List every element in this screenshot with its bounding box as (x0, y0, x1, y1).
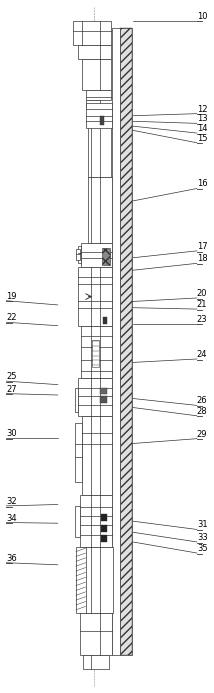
Bar (86, 103, 112, 128)
Text: 12: 12 (197, 105, 207, 114)
Bar (102, 248, 110, 265)
Bar (75, 388, 78, 412)
Bar (120, 28, 132, 655)
Text: 29: 29 (197, 430, 207, 439)
Bar (92, 340, 99, 367)
Bar (81, 243, 112, 267)
Bar (100, 388, 107, 394)
Text: 31: 31 (197, 520, 208, 529)
Text: 26: 26 (197, 396, 208, 405)
Bar (83, 655, 109, 669)
Text: 32: 32 (6, 497, 17, 506)
Bar (120, 28, 132, 655)
Bar (86, 100, 100, 107)
Bar (78, 267, 112, 326)
Text: 19: 19 (6, 292, 17, 301)
Bar (76, 547, 113, 613)
Text: 33: 33 (197, 533, 208, 542)
Text: 16: 16 (197, 179, 208, 188)
Text: 20: 20 (197, 289, 207, 298)
Text: 30: 30 (6, 429, 17, 438)
Bar (103, 317, 107, 324)
Text: 21: 21 (197, 300, 207, 309)
Bar (78, 246, 81, 263)
Text: 23: 23 (197, 315, 208, 324)
Bar (88, 177, 112, 243)
Text: 35: 35 (197, 544, 208, 553)
Bar (78, 45, 111, 59)
Bar (82, 59, 111, 90)
Bar (76, 249, 80, 260)
Text: 10: 10 (197, 12, 207, 21)
Text: 18: 18 (197, 254, 208, 263)
Bar (101, 535, 107, 542)
Bar (100, 396, 107, 403)
Bar (101, 514, 107, 521)
Text: 14: 14 (197, 124, 207, 133)
Bar (80, 495, 112, 547)
Bar (101, 525, 107, 532)
Bar (86, 90, 111, 100)
Bar (75, 506, 80, 537)
Bar (80, 613, 112, 655)
Bar (78, 378, 112, 416)
Text: 15: 15 (197, 134, 207, 143)
Text: 22: 22 (6, 313, 17, 322)
Text: 17: 17 (197, 242, 208, 251)
Bar (82, 416, 112, 495)
Bar (88, 107, 111, 177)
Bar (100, 116, 104, 125)
Text: 28: 28 (197, 407, 208, 416)
Text: 24: 24 (197, 350, 207, 359)
Text: 13: 13 (197, 114, 208, 123)
Bar (75, 423, 82, 482)
Bar (81, 326, 112, 378)
Bar (73, 21, 111, 45)
Bar (112, 28, 120, 655)
Text: 36: 36 (6, 554, 17, 563)
Text: 34: 34 (6, 514, 17, 523)
Text: 25: 25 (6, 372, 17, 381)
Text: 27: 27 (6, 385, 17, 394)
